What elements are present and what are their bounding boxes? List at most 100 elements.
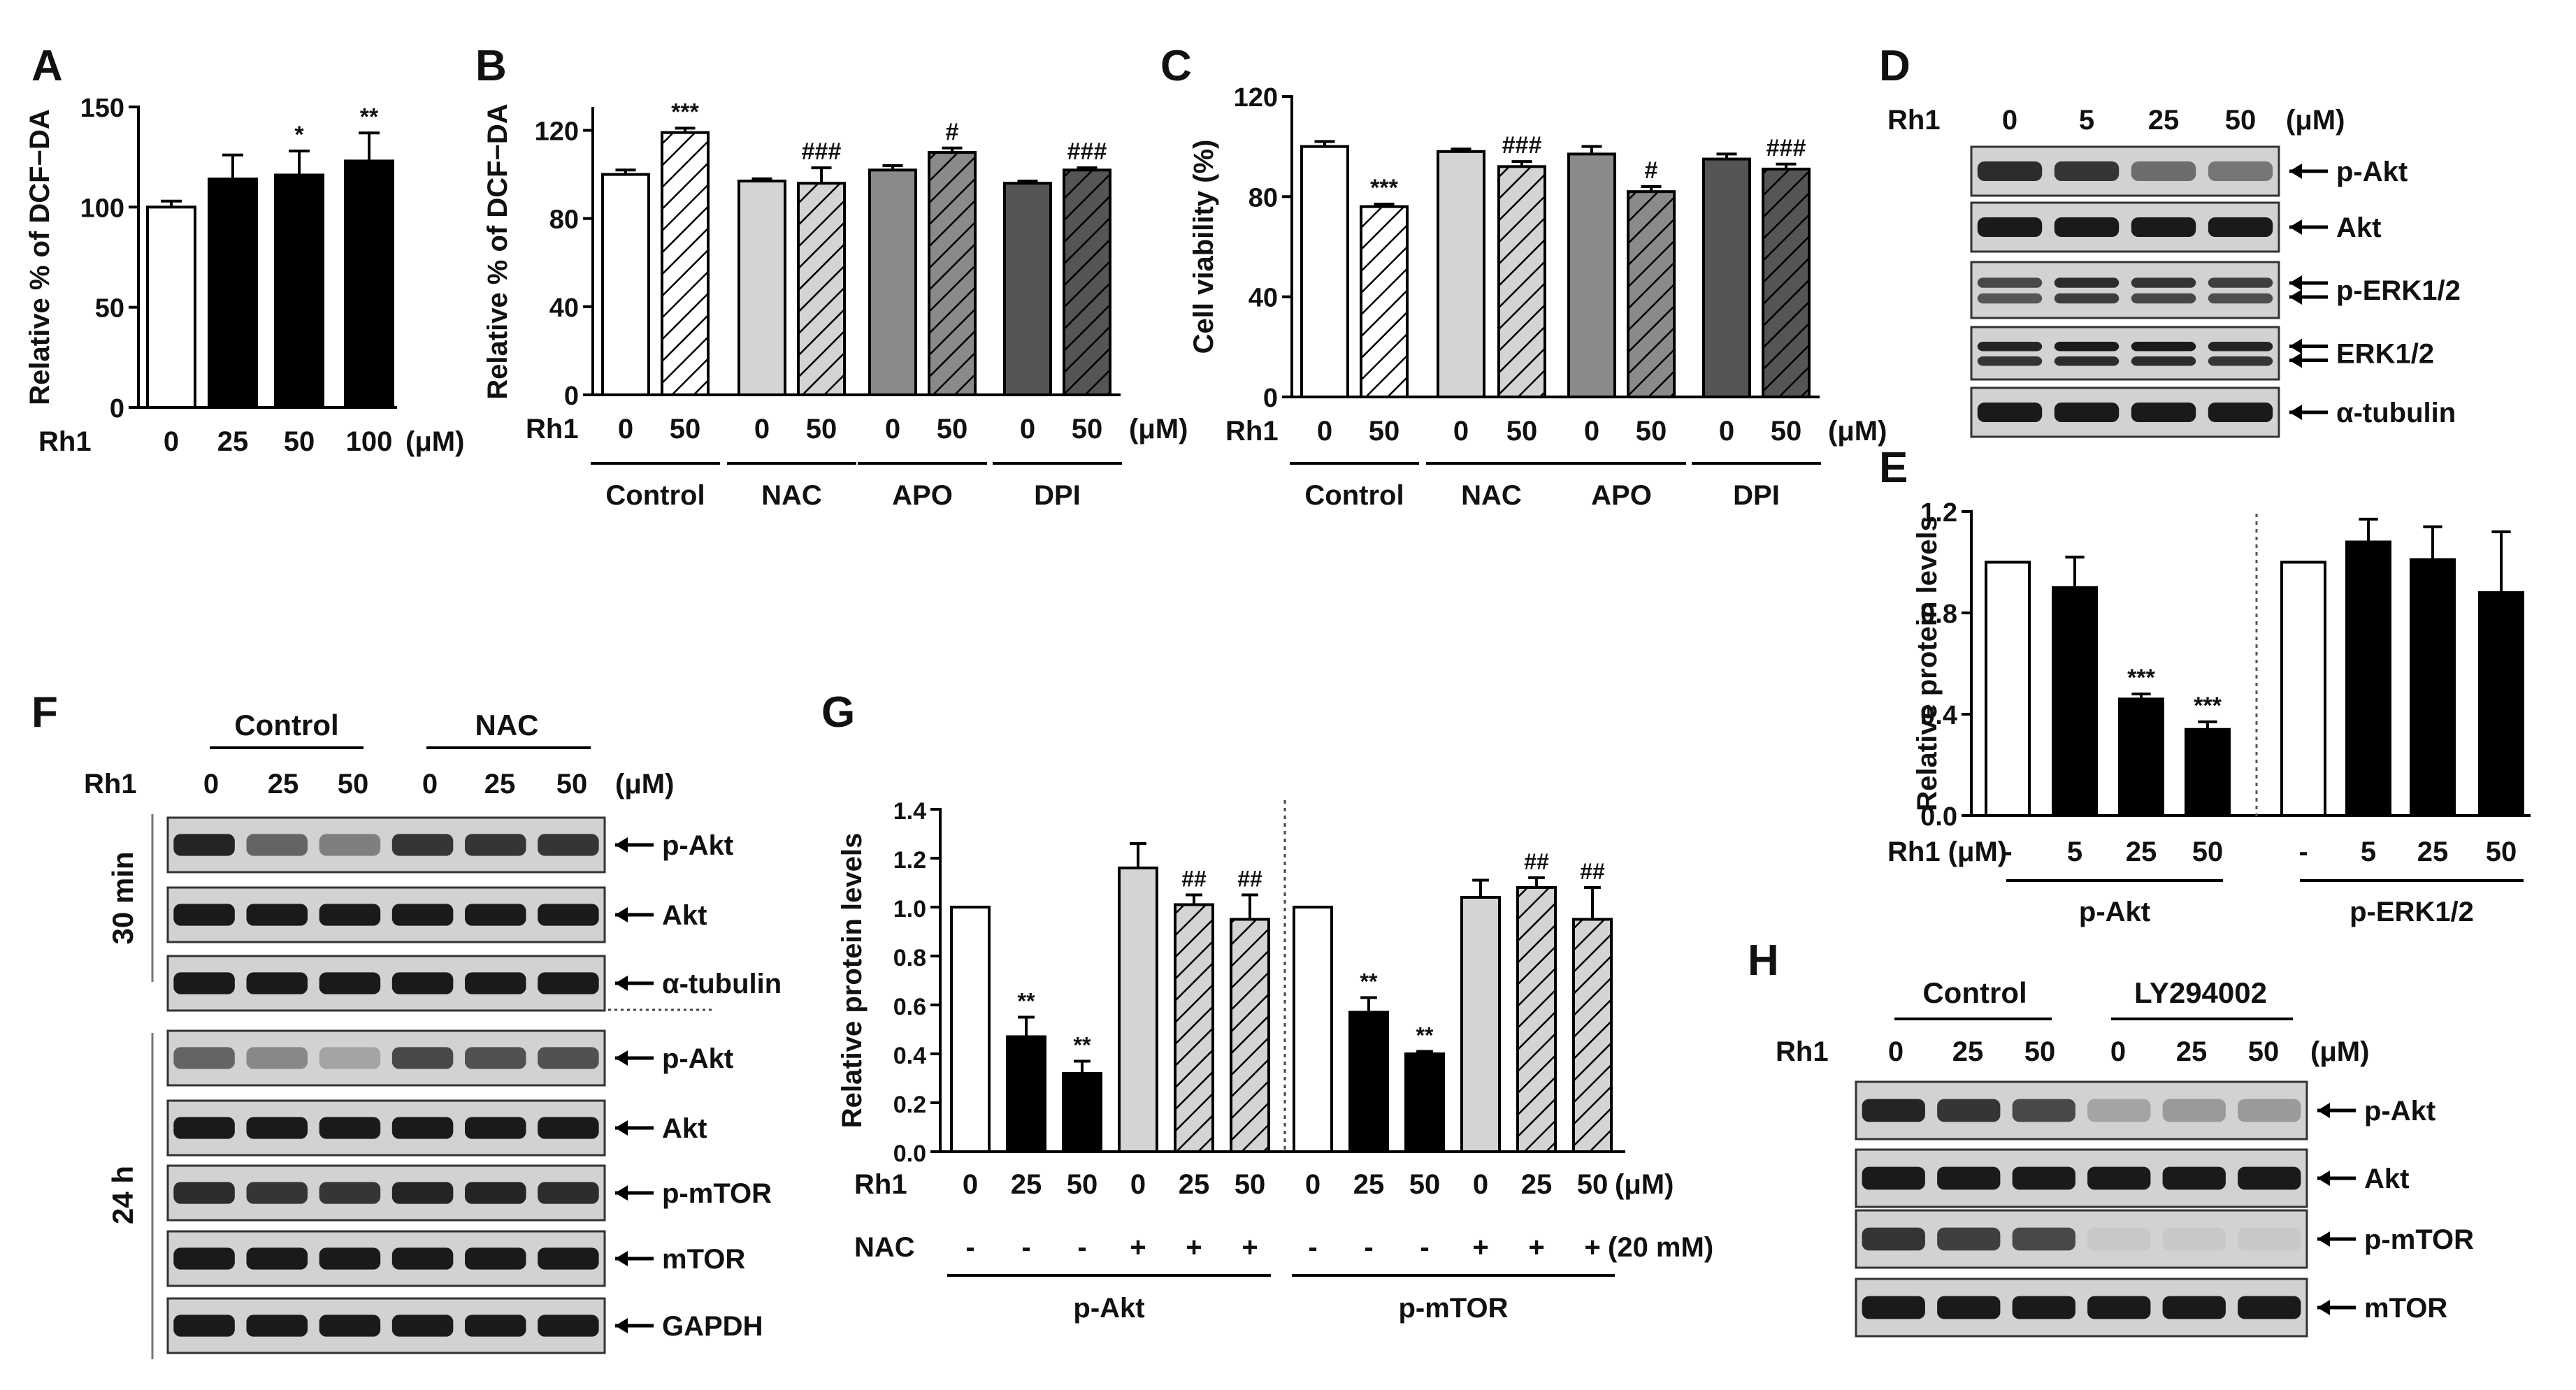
blot-band bbox=[2054, 342, 2120, 352]
bar bbox=[1762, 167, 1811, 399]
blot-band bbox=[173, 834, 235, 856]
bar bbox=[2185, 727, 2231, 817]
significance-label: ### bbox=[1067, 138, 1107, 165]
y-tick-label: 0 bbox=[564, 382, 579, 411]
blot-band bbox=[2238, 1099, 2301, 1122]
lane-label: 0 bbox=[1888, 1036, 1904, 1067]
x-tick-label: 50 bbox=[1409, 1169, 1441, 1200]
x-tick-label: - bbox=[2003, 837, 2012, 867]
panel-letter-f: F bbox=[31, 688, 58, 737]
panel-letter-c: C bbox=[1160, 42, 1192, 90]
bar bbox=[2280, 560, 2326, 817]
blot-band bbox=[1937, 1227, 2001, 1251]
blot-band bbox=[246, 904, 308, 926]
blot-strip bbox=[1855, 1148, 2308, 1208]
y-tick-label: 0.6 bbox=[893, 994, 926, 1020]
blot-band bbox=[173, 972, 235, 994]
arrow-head-icon bbox=[2289, 219, 2302, 235]
blot-strip bbox=[166, 816, 606, 874]
significance-label: # bbox=[1645, 157, 1658, 184]
x-tick-label: 0 bbox=[1020, 414, 1035, 444]
blot-band bbox=[1937, 1099, 2001, 1122]
significance-label: ** bbox=[1074, 1033, 1091, 1058]
bar bbox=[928, 151, 977, 396]
x-tick-label: 25 bbox=[217, 426, 249, 457]
significance-label: # bbox=[946, 119, 959, 145]
protein-label: α-tubulin bbox=[2336, 398, 2456, 428]
blot-band bbox=[319, 904, 381, 926]
blot-band bbox=[1862, 1227, 1925, 1251]
x-tick-label: 0 bbox=[1473, 1169, 1488, 1200]
x-tick-label: 0 bbox=[1584, 416, 1599, 447]
blot-band bbox=[538, 1047, 599, 1069]
blot-band bbox=[1862, 1296, 1925, 1319]
y-tick-label: 50 bbox=[95, 294, 124, 324]
bar bbox=[2052, 586, 2098, 817]
blot-band bbox=[2208, 342, 2273, 352]
blot-band bbox=[2131, 356, 2196, 366]
blot-band bbox=[319, 1182, 381, 1204]
x-tick-label: 50 bbox=[2486, 837, 2517, 867]
blot-band bbox=[2238, 1296, 2301, 1319]
arrow-head-icon bbox=[615, 907, 628, 922]
x-tick-label: 50 bbox=[1506, 416, 1538, 447]
x-tick-label: 0 bbox=[1453, 416, 1469, 447]
blot-strip bbox=[166, 1297, 606, 1354]
blot-band bbox=[2087, 1296, 2151, 1319]
nac-sign: - bbox=[1021, 1232, 1030, 1263]
blot-band bbox=[319, 1117, 381, 1139]
significance-label: *** bbox=[1370, 175, 1398, 201]
bar bbox=[1567, 152, 1616, 399]
blot-band bbox=[2054, 293, 2120, 304]
protein-label: p-ERK1/2 bbox=[2336, 275, 2461, 306]
y-axis-label: Cell viability (%) bbox=[1188, 140, 1219, 354]
bar bbox=[1516, 886, 1557, 1153]
group-label: NAC bbox=[761, 480, 822, 511]
blot-band bbox=[2054, 217, 2120, 237]
group-label: LY294002 bbox=[2134, 976, 2267, 1009]
chart-panel-a: 0 50 100 150 Relative % of DCF−DA 0 25 * 50 ** 100… bbox=[24, 94, 464, 457]
y-tick-label: 1.2 bbox=[893, 847, 926, 874]
blot-strip bbox=[1855, 1209, 2308, 1269]
x-tick-label: 50 bbox=[937, 414, 968, 444]
chart-panel-c: 0 40 80 120 Cell viability (%) 0 *** 50 0 ### 50 0 #… bbox=[1188, 83, 1887, 511]
bar bbox=[1702, 157, 1751, 398]
y-tick-label: 40 bbox=[1249, 284, 1278, 313]
bar bbox=[1174, 903, 1214, 1153]
lane-label: 0 bbox=[2002, 105, 2017, 136]
arrow-head-icon bbox=[615, 837, 628, 853]
x-tick-label: 50 bbox=[1235, 1169, 1266, 1200]
blot-band bbox=[319, 1315, 381, 1337]
blot-band bbox=[173, 1247, 235, 1270]
lane-label: 0 bbox=[422, 769, 438, 799]
blot-band bbox=[2054, 277, 2120, 288]
blot-band bbox=[246, 972, 308, 994]
group-label: Control bbox=[1304, 480, 1404, 511]
x-tick-label: 5 bbox=[2067, 837, 2082, 867]
x-tick-label: 50 bbox=[2192, 837, 2224, 867]
y-tick-label: 0.4 bbox=[1920, 701, 1957, 730]
blot-band bbox=[246, 1117, 308, 1139]
blot-band bbox=[538, 1247, 599, 1270]
x-tick-label: 0 bbox=[963, 1169, 978, 1200]
blot-band bbox=[173, 1047, 235, 1069]
blot-band bbox=[173, 1182, 235, 1204]
blot-band bbox=[538, 1117, 599, 1139]
blot-band bbox=[2131, 277, 2196, 288]
blot-band bbox=[2208, 293, 2273, 304]
group-label: p-mTOR bbox=[1398, 1293, 1508, 1324]
blot-strip bbox=[166, 955, 606, 1012]
nac-sign: - bbox=[1308, 1232, 1317, 1263]
bar bbox=[146, 205, 196, 409]
bar bbox=[661, 131, 710, 396]
blot-band bbox=[465, 1047, 526, 1069]
nac-sign: + bbox=[1528, 1232, 1544, 1263]
blot-strip bbox=[166, 886, 606, 943]
blot-band bbox=[2087, 1099, 2151, 1122]
blot-strip bbox=[166, 1099, 606, 1157]
nac-sign: - bbox=[1364, 1232, 1373, 1263]
blot-band bbox=[391, 904, 454, 926]
bar bbox=[344, 159, 394, 409]
group-label: DPI bbox=[1034, 480, 1081, 511]
blot-band bbox=[2208, 161, 2273, 181]
